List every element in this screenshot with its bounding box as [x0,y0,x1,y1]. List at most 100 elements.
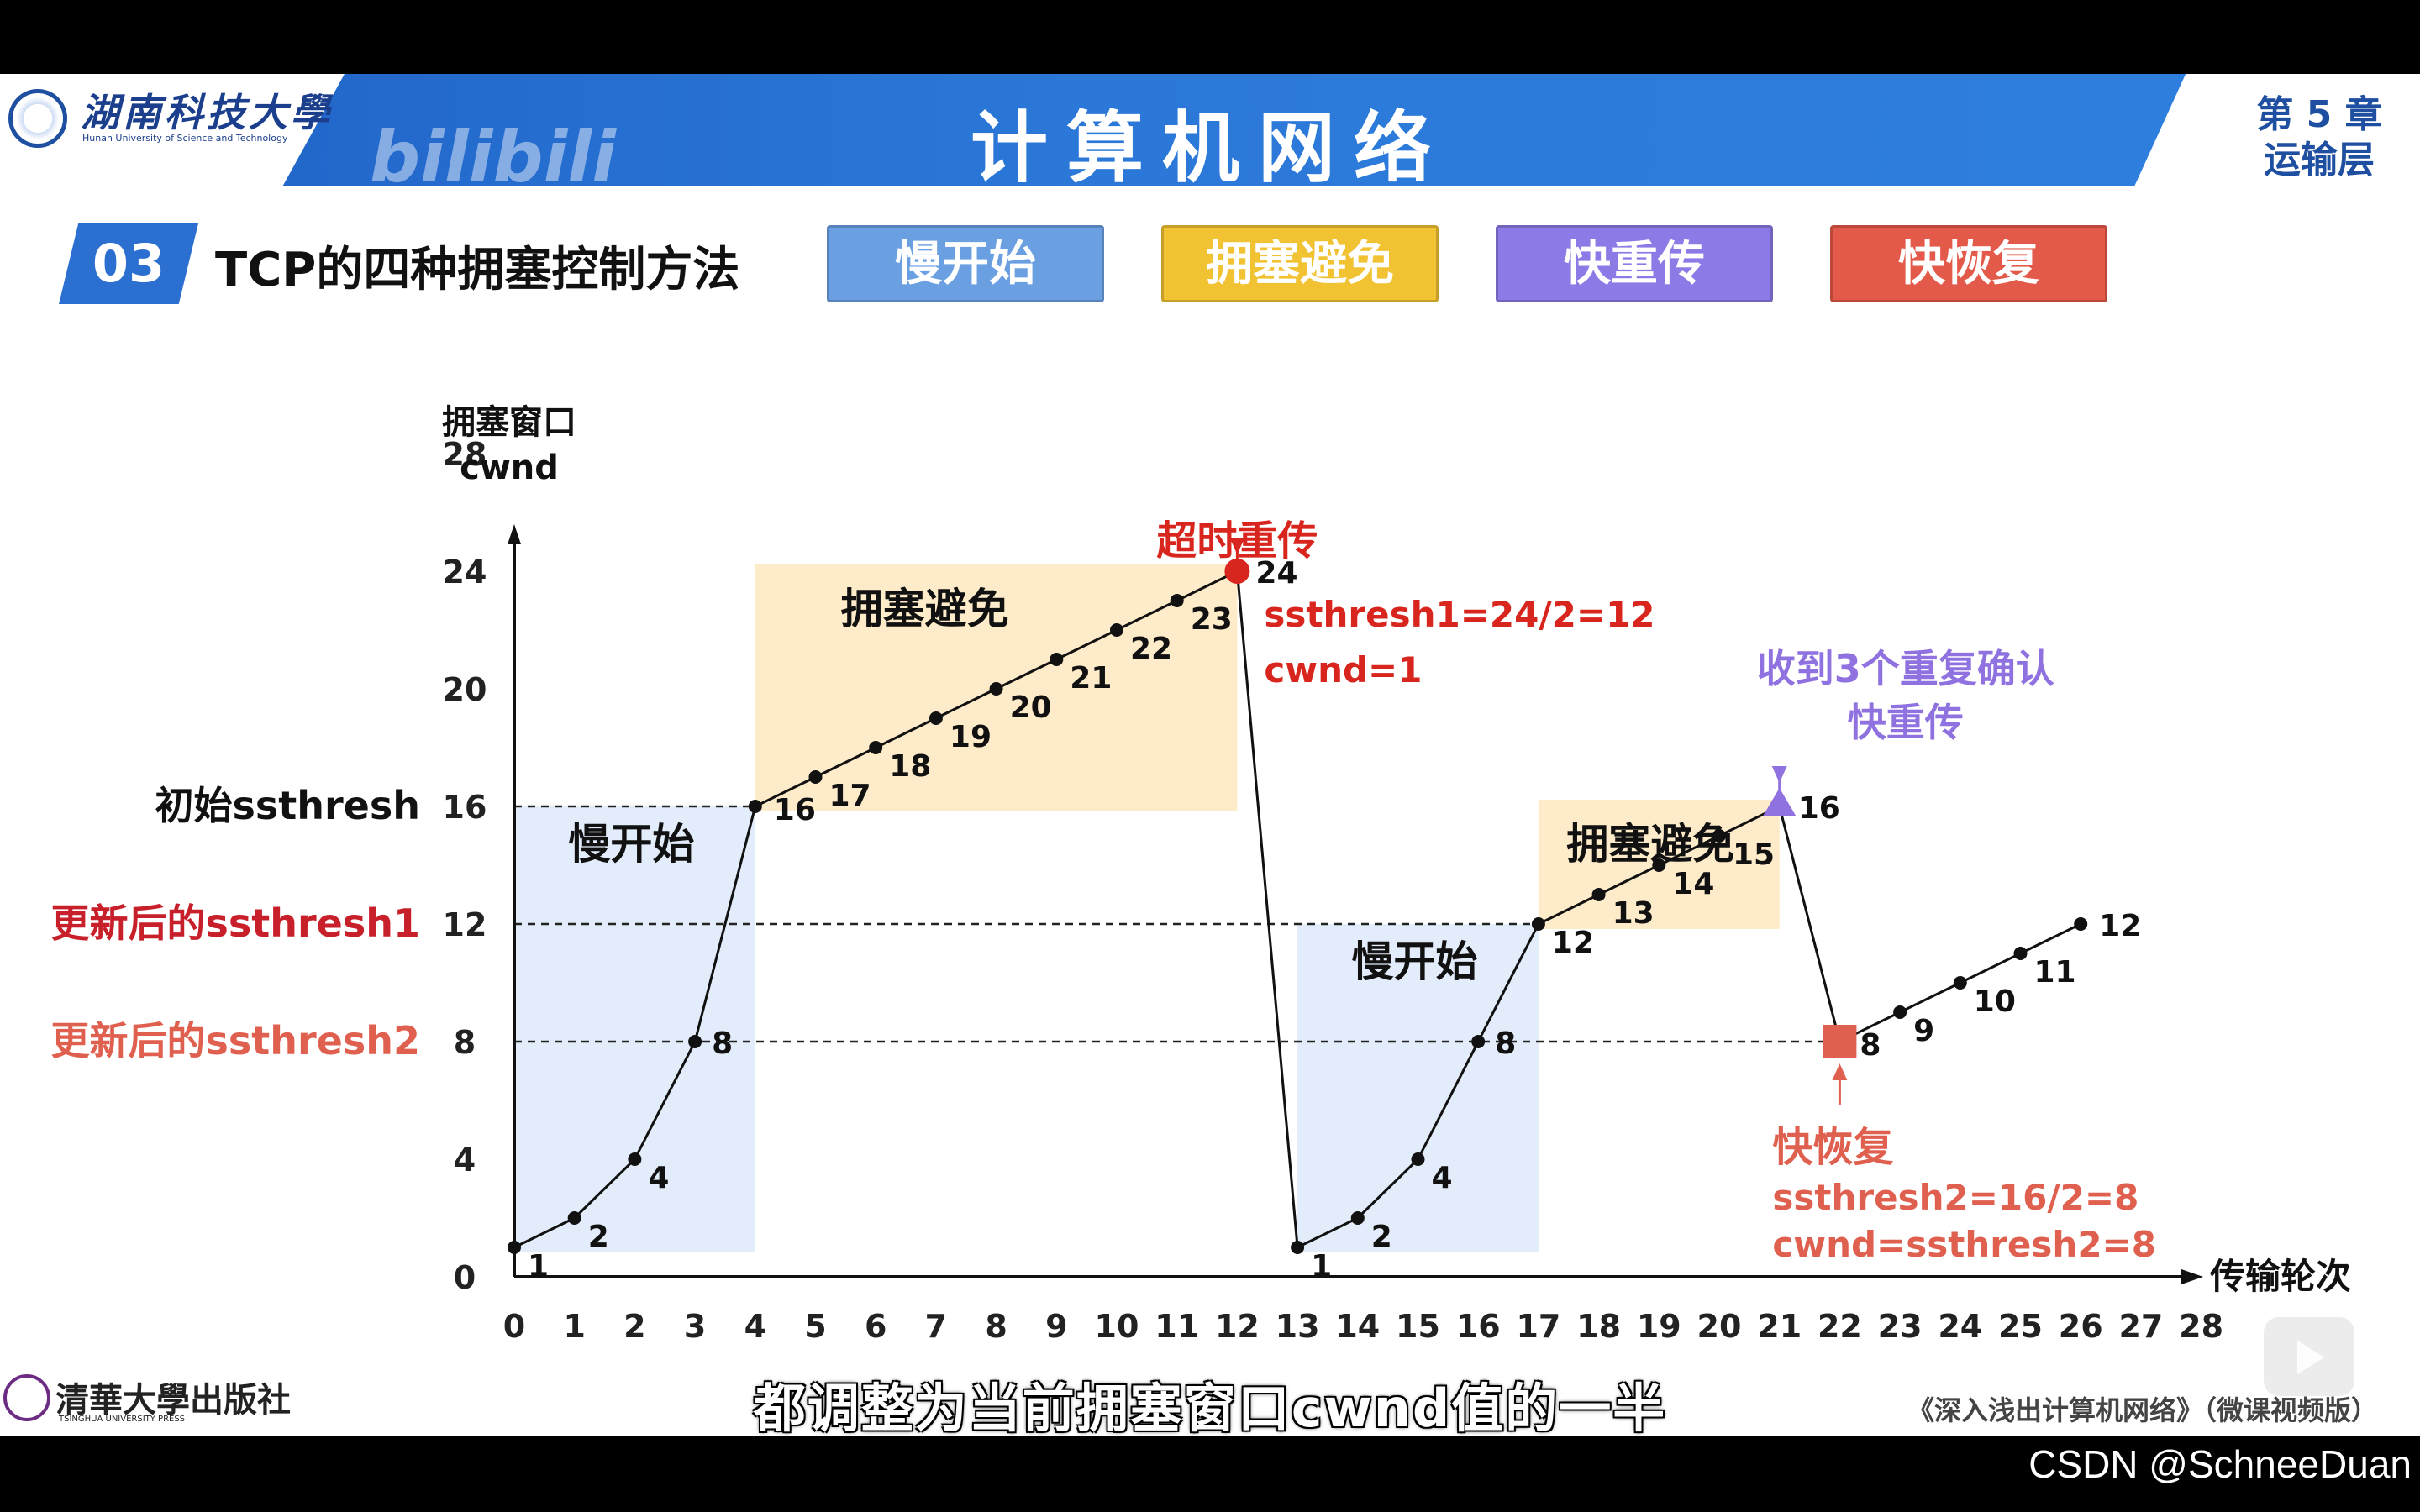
timeout-marker [1224,559,1250,584]
data-label: 16 [1798,791,1840,826]
data-point [628,1152,642,1166]
x-tick-label: 25 [1998,1308,2043,1345]
data-label: 14 [1672,867,1714,901]
data-label: 1 [528,1249,549,1284]
data-label: 24 [1255,556,1297,591]
data-point [1591,888,1606,901]
x-tick-label: 7 [925,1308,947,1345]
x-tick-label: 9 [1045,1308,1067,1345]
x-tick-label: 5 [804,1308,826,1345]
data-point [1652,858,1666,872]
data-label: 16 [774,793,816,827]
chapter-panel [2134,74,2420,186]
data-label: 23 [1191,602,1233,637]
course-title: 计算机网络 [970,103,1449,193]
x-tick-label: 20 [1697,1308,1742,1345]
data-point [688,1035,702,1048]
x-tick-label: 24 [1938,1308,1982,1345]
data-point [929,711,943,725]
data-label: 18 [889,749,931,784]
data-label: 13 [1612,896,1655,931]
threshold-label: 初始ssthresh [155,783,420,828]
fast-recovery-button[interactable]: 快恢复 [1830,225,2107,302]
data-label: 21 [1070,661,1112,696]
fast-retransmit-button[interactable]: 快重传 [1496,225,1773,302]
watermark-text: 湖科大教书匠 [50,158,262,197]
data-point [989,682,1003,696]
timeout-title: 超时重传 [1156,517,1318,564]
congestion-avoidance-button[interactable]: 拥塞避免 [1161,225,1439,302]
fast-recovery-marker [1823,1025,1857,1058]
region-label: 拥塞避免 [841,585,1009,633]
x-tick-label: 12 [1215,1308,1260,1345]
university-emblem-icon [8,89,67,148]
region-label: 拥塞避免 [1566,820,1734,869]
y-axis-label: cwnd [460,449,559,487]
fast-recovery-title: 快恢复 [1772,1124,1893,1171]
data-label: 4 [648,1161,669,1195]
region-label: 慢开始 [1352,937,1478,986]
data-label: 8 [1495,1026,1516,1061]
cwnd-chart: 0 1 2 3 4 5 6 7 8 9 10 11 12 13 14 15 16 17 18 19 20 21 22 23 24… [50,403,2351,1345]
y-axis-label: 拥塞窗口 [442,403,576,442]
region-slow-start [1297,924,1539,1252]
university-name: 湖南科技大學 [81,90,333,135]
x-tick-label: 2 [623,1308,645,1345]
x-tick-label: 23 [1878,1308,1923,1345]
publisher-logo-icon [3,1374,50,1421]
fast-retransmit-marker [1762,788,1797,816]
x-tick-label: 14 [1335,1308,1380,1345]
region-label: 慢开始 [568,820,694,869]
data-label: 12 [2099,909,2141,943]
x-tick-label: 6 [865,1308,886,1345]
x-tick-label: 27 [2118,1308,2163,1345]
book-title: 《深入浅出计算机网络》（微课视频版） [1907,1394,2379,1426]
data-label: 8 [1860,1028,1881,1063]
y-tick-label: 4 [454,1142,476,1179]
data-point [2074,917,2088,931]
chapter-number: 第 5 章 [2256,93,2382,136]
data-label: 10 [1974,984,2016,1019]
data-point [1170,594,1184,607]
data-point [1350,1211,1365,1225]
threshold-label: 更新后的ssthresh1 [50,900,420,946]
data-point [1531,917,1545,931]
y-tick-label: 28 [443,436,487,473]
x-tick-label: 1 [563,1308,585,1345]
data-label: 9 [1913,1014,1934,1048]
timeout-arrow-head [1229,538,1245,554]
data-label: 22 [1130,632,1172,666]
fast-retransmit-arrow-head [1771,766,1787,783]
data-point [1893,1005,1907,1019]
header-bar [0,74,2420,186]
data-point [2013,947,2028,960]
data-label: 12 [1552,926,1594,960]
data-point [1050,653,1064,666]
play-button[interactable] [2264,1317,2354,1396]
x-tick-label: 4 [744,1308,766,1345]
y-tick-label: 24 [443,554,487,591]
play-icon [2297,1341,2324,1374]
section-title: TCP的四种拥塞控制方法 [215,243,740,297]
data-point [748,800,762,813]
slow-start-button[interactable]: 慢开始 [827,225,1104,302]
fast-retransmit-note: 快重传 [1848,700,1964,745]
data-point [508,1241,521,1254]
publisher-name-en: TSINGHUA UNIVERSITY PRESS [59,1415,186,1424]
timeout-note: cwnd=1 [1264,649,1422,690]
x-tick-label: 15 [1396,1308,1440,1345]
data-point [869,741,883,754]
x-tick-label: 11 [1155,1308,1199,1345]
data-label: 4 [1432,1161,1453,1195]
data-label: 17 [829,779,871,813]
y-tick-label: 16 [443,789,487,826]
region-slow-start [514,806,755,1252]
data-label: 1 [1311,1249,1332,1284]
data-label: 2 [588,1220,609,1254]
x-tick-label: 8 [985,1308,1007,1345]
data-label: 19 [950,720,992,754]
x-tick-label: 22 [1818,1308,1862,1345]
x-tick-label: 28 [2179,1308,2223,1345]
data-label: 11 [2034,955,2076,990]
data-label: 15 [1733,837,1775,872]
